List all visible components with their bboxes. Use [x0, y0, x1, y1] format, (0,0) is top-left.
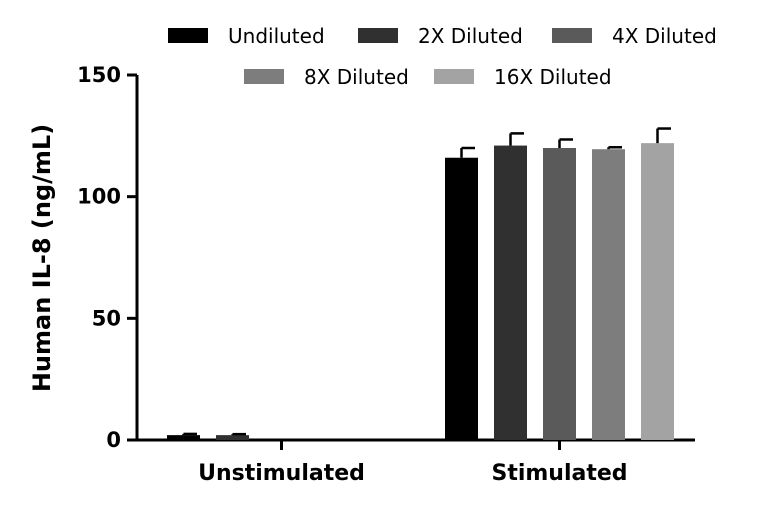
legend-label: 16X Diluted [494, 65, 612, 89]
bar [167, 435, 200, 440]
legend-swatch [434, 69, 474, 84]
legend-label: 8X Diluted [304, 65, 409, 89]
legend-label: 4X Diluted [612, 24, 717, 48]
legend-swatch [244, 69, 284, 84]
legend-swatch [168, 28, 208, 43]
y-axis-title: Human IL-8 (ng/mL) [28, 124, 56, 392]
legend-swatch [552, 28, 592, 43]
legend: Undiluted 2X Diluted 4X Diluted 8X Diluted 1… [168, 24, 717, 89]
y-tick-label: 150 [77, 63, 121, 87]
bar [494, 145, 527, 441]
x-category-label: Stimulated [491, 461, 627, 486]
bar [445, 157, 478, 440]
legend-swatch [358, 28, 398, 43]
legend-label: 2X Diluted [418, 24, 523, 48]
bar [592, 149, 625, 440]
plot-area: 0 50 100 150 Unstimulated Stimulated [77, 63, 695, 486]
y-tick-label: 100 [77, 185, 121, 209]
x-category-label: Unstimulated [198, 461, 365, 486]
bar [543, 148, 576, 440]
bar [641, 143, 674, 440]
y-tick-label: 0 [106, 428, 121, 452]
bar [216, 435, 249, 440]
y-tick-label: 50 [92, 306, 121, 330]
legend-label: Undiluted [228, 24, 325, 48]
